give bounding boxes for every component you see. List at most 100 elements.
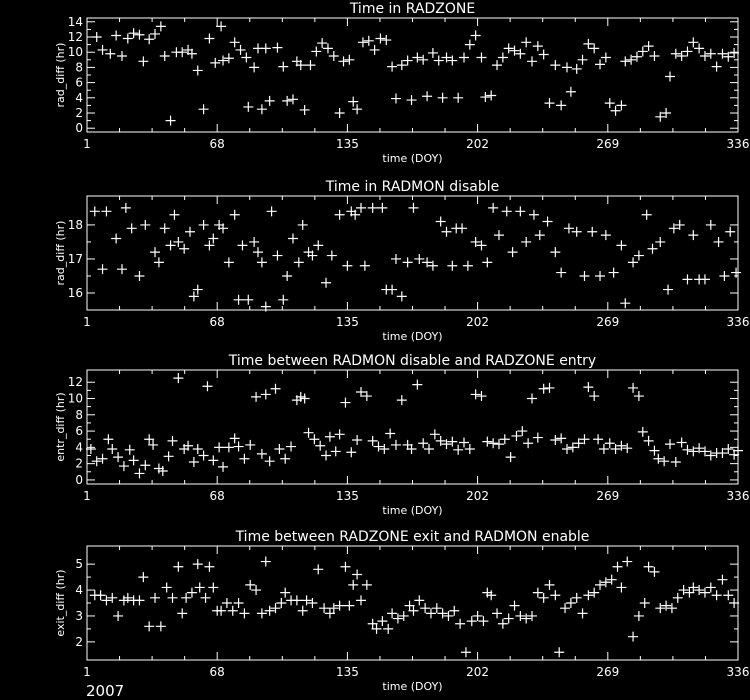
data-point xyxy=(550,247,561,258)
data-point xyxy=(583,382,594,393)
data-point xyxy=(169,209,180,220)
data-point xyxy=(457,223,468,234)
y-tick-label: 6 xyxy=(75,76,83,90)
data-point xyxy=(733,445,743,456)
data-point xyxy=(270,603,281,614)
data-point xyxy=(396,60,407,71)
data-point xyxy=(412,379,423,390)
data-point xyxy=(223,257,234,268)
data-point xyxy=(208,233,219,244)
y-tick-label: 2 xyxy=(75,635,83,649)
y-axis-label: exit_diff (hr) xyxy=(54,569,67,636)
data-point xyxy=(227,605,238,616)
x-tick-label: 68 xyxy=(210,665,225,679)
data-point xyxy=(486,90,497,101)
data-point xyxy=(406,95,417,106)
data-point xyxy=(278,294,289,305)
data-point xyxy=(282,270,293,281)
data-point xyxy=(595,579,606,590)
data-point xyxy=(202,381,213,392)
data-point xyxy=(188,457,199,468)
data-point xyxy=(670,48,681,59)
data-point xyxy=(229,37,240,48)
data-point xyxy=(342,260,353,271)
data-point xyxy=(383,623,394,634)
y-tick-label: 2 xyxy=(75,457,83,471)
data-point xyxy=(649,566,660,577)
chart-panel-4: Time between RADZONE exit and RADMON ena… xyxy=(54,529,749,693)
data-point xyxy=(639,598,650,608)
data-point xyxy=(616,240,627,251)
data-point xyxy=(340,397,351,408)
y-tick-label: 4 xyxy=(75,583,83,597)
data-point xyxy=(315,440,326,451)
data-point xyxy=(251,391,262,402)
data-point xyxy=(488,202,499,213)
data-point xyxy=(324,608,335,619)
data-point xyxy=(437,608,448,619)
data-point xyxy=(183,440,194,451)
data-point xyxy=(404,600,415,611)
data-point xyxy=(729,598,740,608)
data-point xyxy=(204,240,215,251)
x-tick-label: 269 xyxy=(596,665,619,679)
data-point xyxy=(532,587,543,598)
data-point xyxy=(95,590,106,601)
data-point xyxy=(223,442,234,453)
data-point xyxy=(567,442,578,453)
data-point xyxy=(641,209,652,220)
data-point xyxy=(694,585,705,596)
data-point xyxy=(497,618,508,629)
data-point xyxy=(492,60,503,71)
data-point xyxy=(521,37,532,48)
data-point xyxy=(216,21,227,32)
data-point xyxy=(455,618,466,629)
data-point xyxy=(420,603,431,614)
data-point xyxy=(134,595,145,606)
plot-frame xyxy=(86,17,739,133)
data-point xyxy=(573,438,584,449)
data-point xyxy=(157,465,168,476)
data-point xyxy=(218,461,229,472)
data-point xyxy=(600,52,611,63)
data-point xyxy=(643,41,654,52)
data-point xyxy=(437,92,448,103)
data-point xyxy=(134,468,145,479)
data-point xyxy=(699,51,710,61)
x-axis-label: time (DOY) xyxy=(382,680,442,693)
x-tick-label: 269 xyxy=(596,489,619,503)
data-point xyxy=(476,240,487,251)
data-point xyxy=(313,564,324,575)
data-point xyxy=(107,443,118,454)
data-point xyxy=(493,439,504,450)
data-point xyxy=(173,236,184,247)
data-point xyxy=(647,243,658,254)
y-tick-label: 0 xyxy=(75,473,83,487)
y-tick-label: 8 xyxy=(75,60,83,74)
data-point xyxy=(699,446,710,457)
data-point xyxy=(352,104,363,115)
data-point xyxy=(476,52,487,63)
data-point xyxy=(521,613,532,624)
data-point xyxy=(216,605,227,616)
data-point xyxy=(608,267,619,278)
x-tick-label: 68 xyxy=(210,315,225,329)
data-point xyxy=(241,52,252,63)
data-point xyxy=(443,610,454,621)
data-point xyxy=(348,96,359,107)
data-point xyxy=(270,383,281,394)
data-point xyxy=(655,603,666,614)
data-point xyxy=(532,41,543,52)
data-point xyxy=(233,294,244,305)
data-point xyxy=(561,443,572,454)
data-point xyxy=(676,51,687,61)
data-point xyxy=(544,382,555,393)
data-point xyxy=(672,592,683,603)
data-point xyxy=(587,226,598,237)
data-point xyxy=(458,437,469,448)
data-point xyxy=(120,202,131,213)
data-point xyxy=(427,260,438,271)
data-point xyxy=(725,226,736,237)
chart-panel-2: Time in RADMON disable 1 68 135 202 269 336 tim… xyxy=(54,179,749,343)
data-point xyxy=(150,28,161,39)
